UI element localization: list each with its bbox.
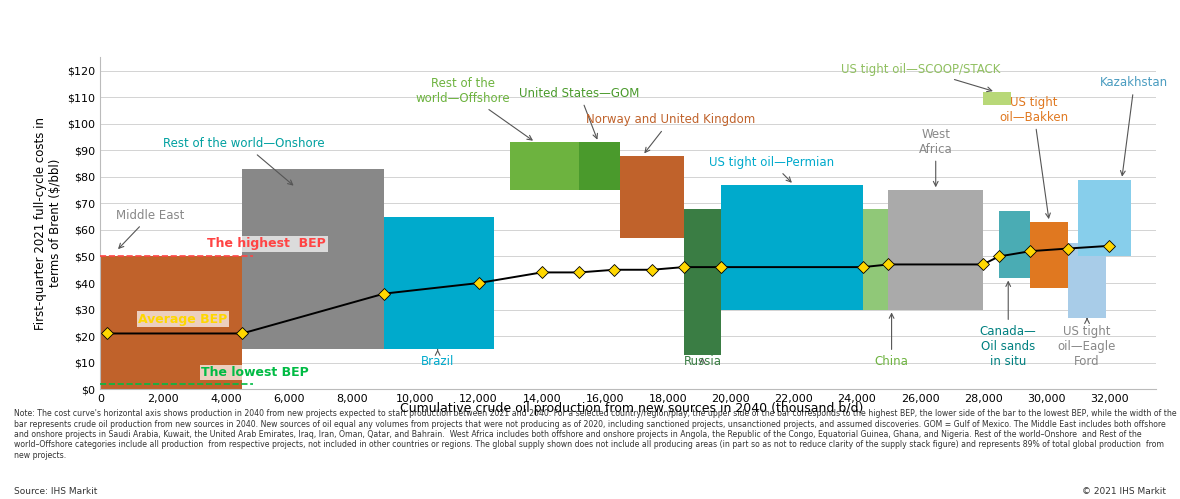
Text: Average BEP: Average BEP	[138, 313, 228, 326]
Bar	[1077, 180, 1132, 256]
Text: Cost curve of new global crude oil supply in select areas in 2040: Cost curve of new global crude oil suppl…	[14, 12, 618, 30]
Text: US tight oil—Permian: US tight oil—Permian	[709, 156, 834, 182]
Text: Cumulative crude oil production from new sources in 2040 (thousand b/d): Cumulative crude oil production from new…	[400, 402, 863, 415]
Bar	[1030, 222, 1068, 288]
Text: Rest of the world—Onshore: Rest of the world—Onshore	[163, 137, 324, 185]
Text: Middle East: Middle East	[116, 209, 184, 249]
Text: Canada—
Oil sands
in situ: Canada— Oil sands in situ	[979, 282, 1036, 368]
Bar	[983, 92, 1011, 105]
Text: Kazakhstan: Kazakhstan	[1100, 76, 1168, 176]
Bar	[100, 256, 242, 389]
Text: Rest of the
world—Offshore: Rest of the world—Offshore	[415, 77, 532, 140]
Bar	[242, 169, 384, 349]
Text: West
Africa: West Africa	[919, 128, 952, 186]
Bar	[998, 212, 1030, 278]
Text: Russia: Russia	[683, 355, 721, 368]
Bar	[721, 185, 864, 309]
Bar	[1068, 243, 1106, 317]
Text: US tight oil—SCOOP/STACK: US tight oil—SCOOP/STACK	[841, 63, 1001, 92]
Text: US tight
oil—Eagle
Ford: US tight oil—Eagle Ford	[1057, 319, 1116, 368]
Bar	[621, 156, 683, 238]
Text: United States—GOM: United States—GOM	[519, 87, 640, 139]
Text: China: China	[874, 313, 909, 368]
Bar	[384, 217, 494, 349]
Text: US tight
oil—Bakken: US tight oil—Bakken	[999, 96, 1068, 218]
Bar	[864, 209, 920, 309]
Bar	[889, 190, 983, 309]
Text: The highest  BEP: The highest BEP	[208, 237, 326, 250]
Y-axis label: First-quarter 2021 full-cycle costs in
terms of Brent ($/bbl): First-quarter 2021 full-cycle costs in t…	[34, 117, 61, 330]
Text: Brazil: Brazil	[421, 349, 454, 368]
Text: Note: The cost curve's horizontal axis shows production in 2040 from new project: Note: The cost curve's horizontal axis s…	[14, 409, 1176, 460]
Text: © 2021 IHS Markit: © 2021 IHS Markit	[1082, 487, 1166, 496]
Bar	[510, 142, 579, 190]
Bar	[579, 142, 621, 190]
Text: The lowest BEP: The lowest BEP	[201, 366, 309, 379]
Bar	[683, 209, 721, 355]
Text: Norway and United Kingdom: Norway and United Kingdom	[585, 113, 755, 152]
Text: Source: IHS Markit: Source: IHS Markit	[14, 487, 98, 496]
